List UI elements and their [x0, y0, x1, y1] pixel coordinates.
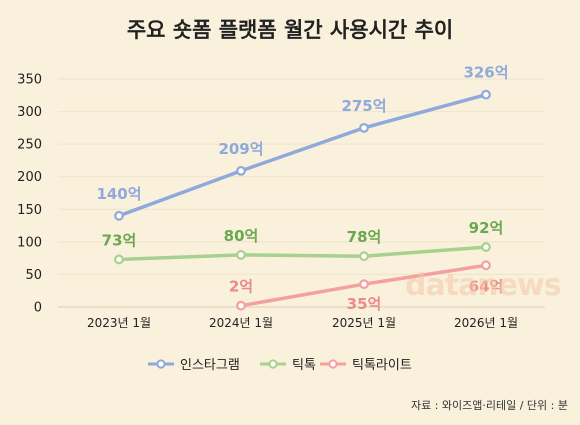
legend-marker — [328, 359, 338, 369]
data-point — [236, 165, 246, 176]
data-label: 92억 — [469, 219, 504, 237]
series-points — [114, 89, 491, 311]
x-tick-label: 2025년 1월 — [332, 316, 396, 330]
watermark-logo: datanews — [405, 268, 562, 303]
legend-marker — [268, 359, 278, 369]
source-note: 자료 : 와이즈앱·리테일 / 단위 : 분 — [410, 399, 568, 412]
x-tick-label: 2024년 1월 — [209, 316, 273, 330]
data-point — [359, 122, 369, 133]
data-point — [481, 242, 491, 252]
data-point — [114, 210, 124, 221]
data-label: 275억 — [341, 97, 386, 115]
data-point — [359, 251, 369, 262]
data-label: 73억 — [102, 231, 137, 249]
legend-marker — [156, 359, 166, 369]
y-tick-label: 0 — [34, 301, 42, 316]
y-tick-label: 150 — [17, 203, 42, 218]
legend: 인스타그램 틱톡 틱톡라이트 — [148, 358, 412, 373]
series-line — [117, 92, 488, 218]
legend-label: 틱톡라이트 — [352, 358, 412, 373]
x-tick-label: 2026년 1월 — [454, 316, 518, 330]
y-tick-label: 100 — [17, 235, 42, 250]
data-label: 78억 — [347, 228, 382, 246]
data-point — [114, 254, 124, 265]
y-axis-ticks: 0 50 100 150 200 250 300 350 — [17, 73, 42, 316]
data-label: 326억 — [463, 64, 508, 82]
data-labels: 140억 209억 275억 326억 73억 80억 78억 92억 2억 35억 64억 — [96, 64, 508, 314]
y-tick-label: 250 — [17, 138, 42, 153]
data-label: 64억 — [469, 277, 504, 295]
data-label: 209억 — [218, 140, 263, 158]
data-label: 2억 — [229, 278, 253, 296]
data-point — [481, 260, 491, 271]
x-axis-ticks: 2023년 1월 2024년 1월 2025년 1월 2026년 1월 — [87, 316, 518, 330]
data-point — [481, 89, 491, 100]
data-point — [359, 279, 369, 290]
data-label: 80억 — [224, 227, 259, 245]
chart-title: 주요 숏폼 플랫폼 월간 사용시간 추이 — [126, 18, 454, 42]
data-label: 35억 — [347, 295, 382, 313]
y-tick-label: 350 — [17, 73, 42, 88]
y-tick-label: 200 — [17, 170, 42, 185]
legend-label: 틱톡 — [292, 358, 316, 373]
y-tick-label: 50 — [25, 268, 42, 283]
data-point — [236, 249, 246, 260]
y-tick-label: 300 — [17, 105, 42, 120]
x-tick-label: 2023년 1월 — [87, 316, 151, 330]
series-line — [117, 245, 488, 262]
legend-label: 인스타그램 — [180, 358, 240, 373]
data-label: 140억 — [96, 185, 141, 203]
data-point — [236, 300, 246, 311]
